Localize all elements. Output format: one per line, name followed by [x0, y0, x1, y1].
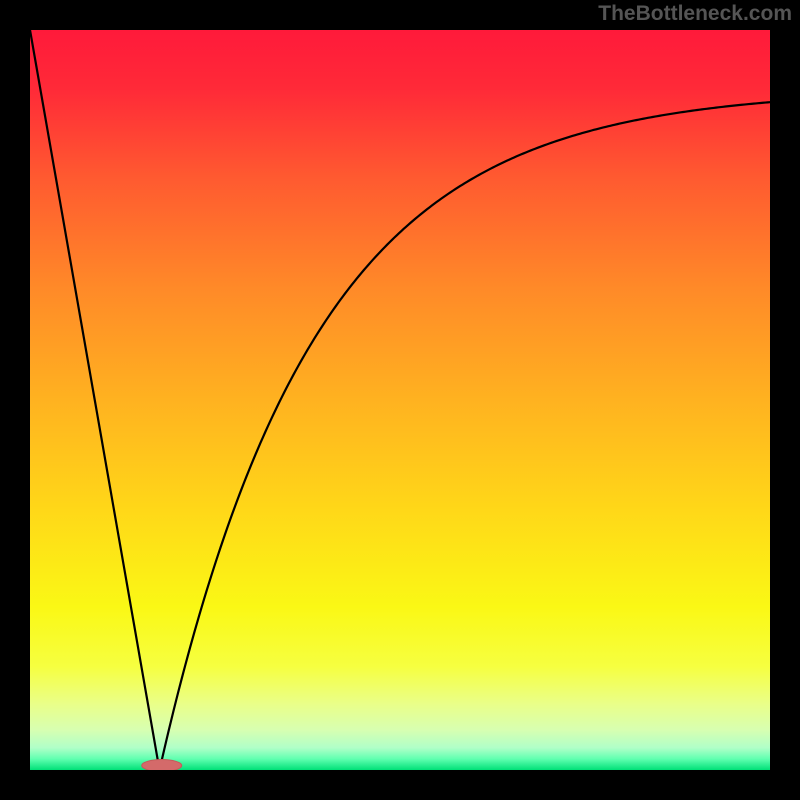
chart-svg	[0, 0, 800, 800]
dip-marker	[142, 760, 182, 772]
chart-stage: TheBottleneck.com	[0, 0, 800, 800]
watermark-text: TheBottleneck.com	[598, 2, 792, 26]
